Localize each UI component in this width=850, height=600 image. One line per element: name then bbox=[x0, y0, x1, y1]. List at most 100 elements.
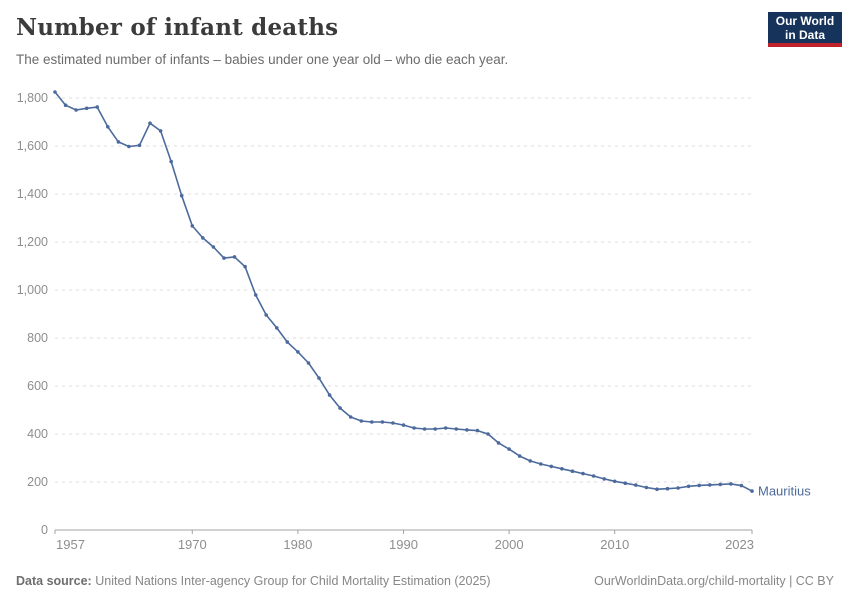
data-point bbox=[454, 427, 459, 431]
data-point bbox=[137, 143, 142, 148]
data-point bbox=[296, 350, 300, 354]
x-tick-label: 2023 bbox=[725, 537, 754, 552]
y-tick-label: 0 bbox=[41, 523, 48, 537]
data-point bbox=[327, 393, 332, 397]
data-source: Data source: United Nations Inter-agency… bbox=[16, 574, 491, 588]
data-point bbox=[84, 106, 89, 111]
data-point bbox=[190, 224, 195, 228]
data-point bbox=[581, 471, 585, 476]
x-axis bbox=[54, 529, 753, 534]
data-point bbox=[465, 428, 469, 432]
y-tick-label: 1,200 bbox=[17, 235, 48, 249]
chart-footer: Data source: United Nations Inter-agency… bbox=[16, 574, 834, 588]
data-point bbox=[422, 427, 427, 431]
data-point bbox=[116, 140, 121, 144]
data-point bbox=[243, 264, 247, 269]
data-point bbox=[570, 469, 575, 474]
data-point bbox=[53, 90, 57, 94]
data-point bbox=[401, 423, 406, 427]
data-point bbox=[306, 361, 311, 365]
data-point bbox=[201, 236, 205, 240]
data-source-label: Data source: bbox=[16, 574, 92, 588]
data-point bbox=[507, 447, 511, 451]
data-point bbox=[179, 193, 184, 198]
data-point bbox=[348, 415, 353, 419]
y-axis-labels: 0 200 400 600 800 1,000 1,200 1,400 1,600 1,800 bbox=[17, 91, 48, 537]
data-point bbox=[496, 441, 501, 445]
y-tick-label: 800 bbox=[27, 331, 48, 345]
data-point bbox=[676, 486, 680, 490]
data-point bbox=[612, 479, 617, 484]
data-point bbox=[560, 467, 564, 471]
data-point bbox=[169, 159, 173, 164]
y-tick-label: 1,000 bbox=[17, 283, 48, 297]
data-point bbox=[359, 419, 364, 423]
data-point bbox=[232, 255, 237, 259]
data-point bbox=[750, 489, 754, 493]
data-point bbox=[634, 483, 638, 487]
data-point bbox=[211, 245, 216, 249]
data-point bbox=[106, 125, 110, 129]
page-title: Number of infant deaths bbox=[16, 14, 339, 41]
data-point bbox=[264, 313, 269, 317]
data-point bbox=[317, 376, 321, 380]
data-point bbox=[602, 477, 606, 481]
x-tick-label: 2000 bbox=[495, 537, 524, 552]
x-tick-label: 1980 bbox=[283, 537, 312, 552]
series-line-mauritius bbox=[54, 91, 753, 492]
x-tick-label: 1957 bbox=[56, 537, 85, 552]
data-point bbox=[158, 129, 163, 133]
data-point bbox=[528, 459, 532, 463]
line-chart: 0 200 400 600 800 1,000 1,200 1,400 1,600 1,800 19… bbox=[0, 78, 850, 560]
data-point bbox=[739, 483, 744, 488]
y-tick-label: 1,400 bbox=[17, 187, 48, 201]
series-label-mauritius: Mauritius bbox=[758, 484, 811, 499]
data-point bbox=[718, 482, 723, 487]
owid-logo-line2: in Data bbox=[784, 27, 825, 42]
data-point bbox=[539, 462, 543, 466]
owid-logo: Our World in Data bbox=[768, 12, 842, 47]
data-point bbox=[443, 426, 448, 430]
y-tick-label: 600 bbox=[27, 379, 48, 393]
data-point bbox=[253, 293, 258, 297]
data-point bbox=[549, 464, 554, 469]
data-point bbox=[148, 121, 152, 125]
data-point bbox=[708, 483, 712, 487]
data-point bbox=[222, 256, 226, 260]
data-point bbox=[697, 483, 701, 488]
data-point bbox=[74, 108, 78, 112]
data-point bbox=[517, 454, 522, 458]
y-tick-label: 1,800 bbox=[17, 91, 48, 105]
data-point bbox=[391, 421, 395, 425]
data-point bbox=[412, 426, 416, 430]
data-point bbox=[655, 487, 659, 492]
y-tick-label: 200 bbox=[27, 475, 48, 489]
data-point bbox=[275, 326, 279, 330]
data-point bbox=[63, 103, 68, 107]
attribution-link[interactable]: OurWorldinData.org/child-mortality | CC … bbox=[594, 574, 834, 588]
data-point bbox=[285, 340, 290, 344]
x-tick-label: 1970 bbox=[178, 537, 207, 552]
y-tick-label: 1,600 bbox=[17, 139, 48, 153]
x-tick-label: 2010 bbox=[600, 537, 629, 552]
data-point bbox=[370, 420, 374, 424]
data-point bbox=[486, 432, 490, 436]
data-point bbox=[591, 474, 596, 478]
data-point bbox=[623, 481, 628, 486]
x-axis-labels: 1957 1970 1980 1990 2000 2010 2023 bbox=[56, 537, 754, 552]
x-tick-label: 1990 bbox=[389, 537, 418, 552]
data-point bbox=[127, 144, 131, 149]
owid-logo-line1: Our World bbox=[775, 13, 835, 28]
chart-svg: 0 200 400 600 800 1,000 1,200 1,400 1,600 1,800 19… bbox=[17, 90, 811, 552]
data-source-text: United Nations Inter-agency Group for Ch… bbox=[95, 574, 491, 588]
data-point bbox=[95, 105, 99, 109]
data-point bbox=[665, 486, 670, 491]
data-point bbox=[433, 427, 438, 431]
data-point bbox=[475, 428, 480, 433]
data-point bbox=[644, 485, 649, 490]
data-point bbox=[729, 482, 733, 486]
series-markers-mauritius bbox=[53, 90, 754, 493]
data-point bbox=[338, 406, 342, 410]
y-tick-label: 400 bbox=[27, 427, 48, 441]
